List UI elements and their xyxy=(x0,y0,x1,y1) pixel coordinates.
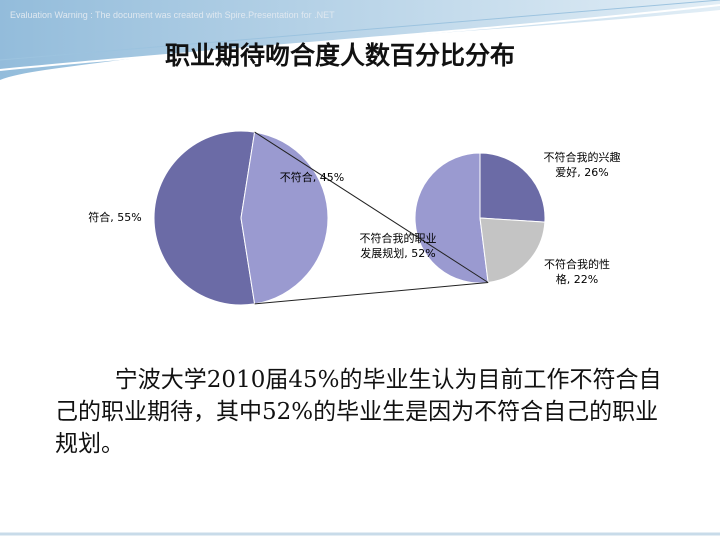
pie-slice xyxy=(414,152,489,284)
body-text: 宁波大学2010届45%的毕业生认为目前工作不符合自己的职业期待，其中52%的毕… xyxy=(55,367,662,458)
header-band xyxy=(0,0,720,80)
data-label: 符合, 55% xyxy=(88,211,142,224)
connector xyxy=(254,131,489,283)
watermark: Evaluation Warning : The document was cr… xyxy=(10,10,335,20)
pie-slice xyxy=(479,152,546,223)
data-label: 不符合, 45% xyxy=(279,171,345,184)
data-label: 不符合我的性 格, 22% xyxy=(544,258,610,286)
pie-slice xyxy=(479,217,546,284)
pie-slice xyxy=(153,130,256,306)
connector xyxy=(254,281,489,305)
data-label: 不符合我的兴趣 爱好, 26% xyxy=(543,151,621,179)
slide-title: 职业期待吻合度人数百分比分布 xyxy=(164,41,515,70)
swoosh xyxy=(0,4,720,71)
pie-slice xyxy=(240,131,329,305)
data-label: 不符合我的职业 发展规划, 52% xyxy=(359,232,437,260)
